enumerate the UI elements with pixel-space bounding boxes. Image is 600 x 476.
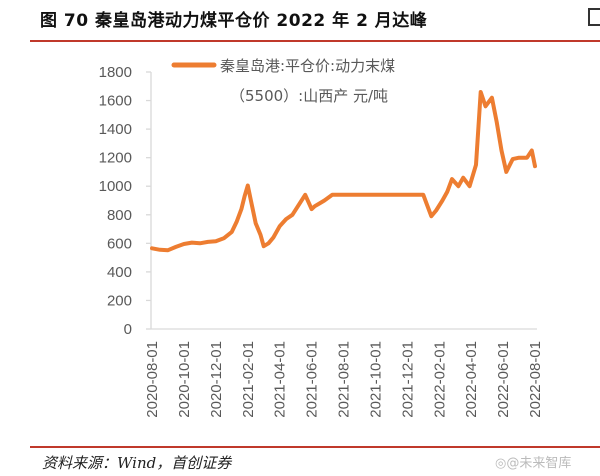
x-tick-label: 2021-12-01 [399, 341, 416, 418]
x-tick-label: 2020-12-01 [208, 341, 225, 418]
y-tick-label: 600 [107, 235, 132, 252]
x-tick-label: 2021-08-01 [336, 341, 353, 418]
x-tick-label: 2021-10-01 [367, 341, 384, 418]
bottom-divider [30, 446, 600, 448]
x-tick-label: 2022-02-01 [431, 341, 448, 418]
y-tick-label: 1200 [99, 150, 132, 167]
legend: 秦皇岛港:平仓价:动力末煤 （5500）:山西产 元/吨 [171, 57, 395, 105]
y-axis: 0 200 400 600 800 1000 1200 1400 1600 1800 [99, 64, 152, 338]
legend-label-line1: 秦皇岛港:平仓价:动力末煤 [220, 57, 395, 75]
y-tick-label: 0 [124, 321, 132, 338]
x-tick-label: 2022-06-01 [495, 341, 512, 418]
x-tick-label: 2021-04-01 [272, 341, 289, 418]
x-tick-label: 2020-10-01 [176, 341, 193, 418]
y-tick-label: 1000 [99, 178, 132, 195]
series-line [150, 90, 537, 253]
x-tick-label: 2020-08-01 [144, 341, 161, 418]
y-tick-label: 1600 [99, 93, 132, 110]
y-tick-label: 1800 [99, 64, 132, 81]
y-tick-label: 400 [107, 264, 132, 281]
x-tick-label: 2022-08-01 [527, 341, 544, 418]
line-chart: 0 200 400 600 800 1000 1200 1400 1600 1800 2020-0… [99, 57, 544, 418]
legend-label-line2: （5500）:山西产 元/吨 [230, 87, 388, 105]
top-divider [30, 40, 600, 42]
y-tick-label: 800 [107, 207, 132, 224]
y-tick-label: 1400 [99, 121, 132, 138]
watermark: ◎@未来智库 [495, 456, 572, 471]
source-note: 资料来源：Wind，首创证券 [42, 454, 232, 472]
x-tick-label: 2021-02-01 [240, 341, 257, 418]
x-tick-label: 2022-04-01 [463, 341, 480, 418]
chart-title: 图 70 秦皇岛港动力煤平仓价 2022 年 2 月达峰 [40, 11, 428, 31]
x-tick-label: 2021-06-01 [304, 341, 321, 418]
y-tick-label: 200 [107, 292, 132, 309]
cropped-title-fragment [588, 8, 600, 26]
x-axis: 2020-08-01 2020-10-01 2020-12-01 2021-02-01… [144, 328, 544, 418]
